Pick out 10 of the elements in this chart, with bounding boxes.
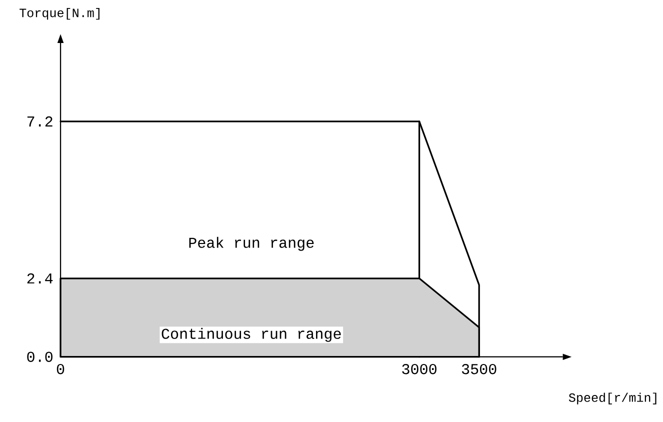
x-axis-title: Speed[r/min] xyxy=(568,392,656,404)
y-axis-title: Torque[N.m] xyxy=(20,8,100,20)
x-tick-label: 3500 xyxy=(462,364,496,374)
x-tick-label: 3000 xyxy=(402,364,436,374)
annotation: Continuous run range xyxy=(162,328,341,342)
annotation: Peak run range xyxy=(189,236,314,251)
y-tick-label: 2.4 xyxy=(27,273,53,284)
y-tick-label: 7.2 xyxy=(27,116,52,126)
x-tick-label: 0 xyxy=(56,364,64,374)
y-tick-label: 0.0 xyxy=(27,352,52,362)
